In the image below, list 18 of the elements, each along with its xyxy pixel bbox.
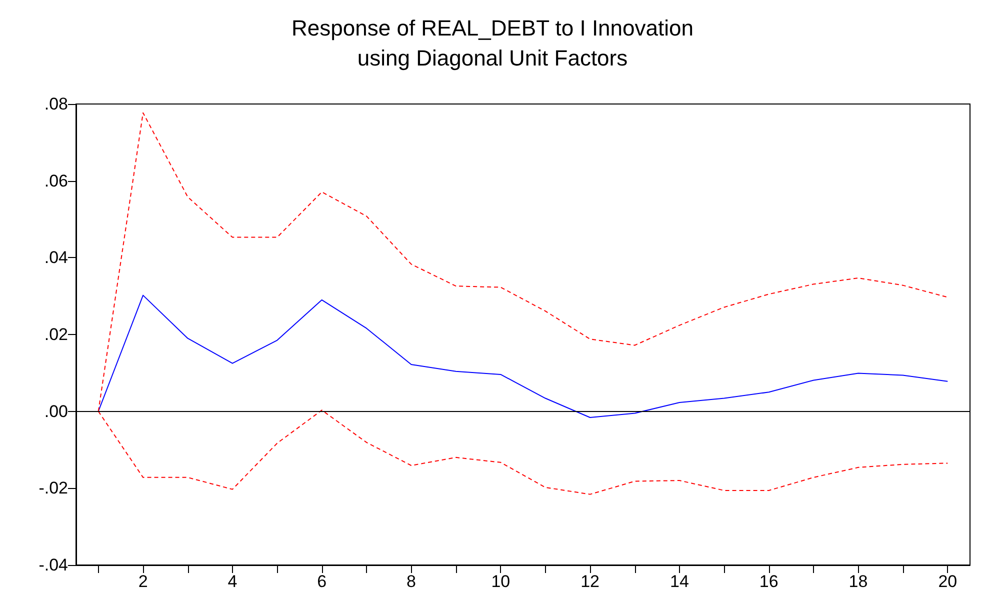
- x-tick-label: 14: [670, 572, 689, 591]
- y-tick-label: -.02: [38, 478, 68, 498]
- y-tick-label: -.04: [38, 556, 68, 574]
- x-tick-label: 8: [406, 572, 416, 591]
- y-tick-label: .02: [44, 325, 68, 344]
- y-tick-label: .06: [44, 171, 68, 190]
- y-tick-label: .00: [44, 402, 68, 421]
- x-tick-label: 12: [580, 572, 600, 591]
- x-tick-label: 4: [228, 572, 238, 591]
- x-tick-label: 6: [317, 572, 327, 591]
- x-tick-label: 16: [759, 572, 778, 591]
- x-tick-label: 20: [938, 572, 958, 591]
- x-tick-label: 18: [848, 572, 868, 591]
- chart-title: Response of REAL_DEBT to I Innovation using Diagonal Unit Factors: [292, 16, 694, 70]
- x-tick-label: 10: [491, 572, 510, 591]
- x-tick-label: 2: [138, 572, 148, 591]
- y-tick-label: .08: [44, 94, 68, 114]
- y-tick-label: .04: [44, 248, 68, 268]
